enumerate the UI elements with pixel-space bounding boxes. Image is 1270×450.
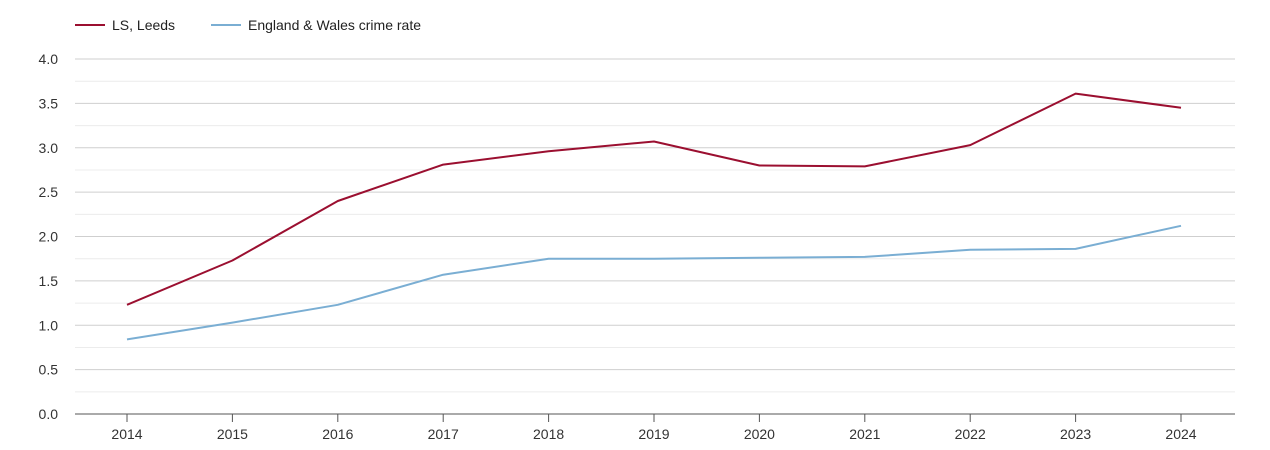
legend-label-leeds: LS, Leeds <box>112 17 175 33</box>
y-tick-label: 2.5 <box>39 184 59 200</box>
y-tick-label: 0.0 <box>39 406 59 422</box>
y-tick-label: 2.0 <box>39 229 59 245</box>
x-tick-label: 2017 <box>428 426 459 442</box>
legend-label-england-wales: England & Wales crime rate <box>248 17 421 33</box>
y-tick-label: 4.0 <box>39 51 59 67</box>
x-tick-label: 2024 <box>1165 426 1196 442</box>
x-tick-label: 2014 <box>111 426 142 442</box>
x-tick-label: 2018 <box>533 426 564 442</box>
series-line-leeds <box>126 92 1182 306</box>
x-tick-label: 2021 <box>849 426 880 442</box>
x-tick-label: 2019 <box>638 426 669 442</box>
x-tick-label: 2023 <box>1060 426 1091 442</box>
legend: LS, Leeds England & Wales crime rate <box>75 17 421 33</box>
x-tick-label: 2016 <box>322 426 353 442</box>
y-tick-label: 3.0 <box>39 140 59 156</box>
y-tick-label: 1.0 <box>39 317 59 333</box>
x-tick-label: 2022 <box>955 426 986 442</box>
x-tick-label: 2020 <box>744 426 775 442</box>
gridlines <box>75 58 1235 393</box>
x-axis: 2014 2015 2016 2017 2018 2019 2020 2021 2022 2023… <box>75 413 1235 442</box>
x-tick-label: 2015 <box>217 426 248 442</box>
y-axis-ticks: 0.0 0.5 1.0 1.5 2.0 2.5 3.0 3.5 4.0 <box>39 51 59 422</box>
series-line-england-wales <box>126 224 1182 341</box>
series-lines <box>126 92 1182 341</box>
y-tick-label: 0.5 <box>39 362 59 378</box>
y-tick-label: 1.5 <box>39 273 59 289</box>
y-tick-label: 3.5 <box>39 95 59 111</box>
